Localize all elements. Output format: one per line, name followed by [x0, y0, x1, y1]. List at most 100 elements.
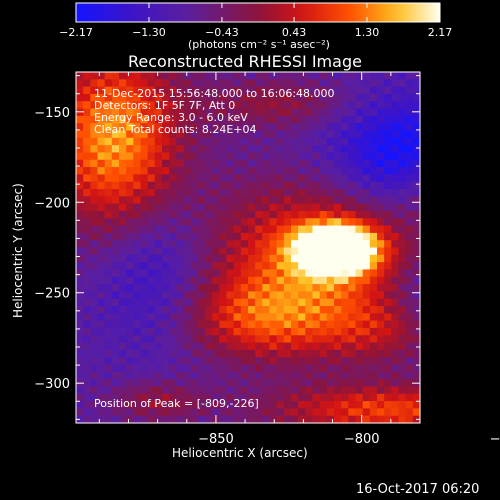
- image-pixel: [369, 225, 378, 234]
- image-pixel: [255, 327, 263, 336]
- image-pixel: [298, 240, 306, 249]
- image-pixel: [97, 379, 106, 388]
- annotation-detectors: Detectors: 1F 5F 7F, Att 0: [94, 99, 236, 112]
- image-pixel: [255, 415, 263, 424]
- image-pixel: [212, 152, 220, 161]
- image-pixel: [162, 247, 170, 256]
- image-pixel: [391, 86, 400, 95]
- image-pixel: [119, 306, 127, 314]
- image-pixel: [255, 210, 263, 219]
- image-pixel: [111, 123, 120, 132]
- image-pixel: [183, 189, 192, 197]
- image-pixel: [355, 313, 364, 322]
- image-pixel: [83, 108, 91, 117]
- image-pixel: [133, 137, 142, 146]
- image-pixel: [326, 232, 335, 241]
- image-pixel: [133, 262, 142, 271]
- image-pixel: [76, 386, 84, 395]
- image-pixel: [190, 152, 199, 161]
- image-pixel: [140, 240, 149, 249]
- image-pixel: [248, 101, 256, 110]
- image-pixel: [240, 349, 249, 358]
- image-pixel: [76, 167, 84, 175]
- image-pixel: [233, 247, 242, 256]
- image-pixel: [248, 247, 256, 256]
- image-pixel: [97, 320, 106, 329]
- image-pixel: [384, 115, 392, 124]
- image-pixel: [362, 174, 371, 183]
- image-pixel: [162, 357, 170, 366]
- image-pixel: [90, 167, 99, 175]
- image-pixel: [90, 218, 99, 227]
- image-pixel: [90, 115, 99, 124]
- image-pixel: [90, 254, 99, 263]
- image-pixel: [133, 203, 142, 212]
- image-pixel: [104, 298, 113, 307]
- image-pixel: [334, 181, 342, 190]
- image-pixel: [76, 218, 84, 227]
- image-pixel: [90, 93, 99, 102]
- image-pixel: [226, 349, 235, 358]
- image-pixel: [97, 196, 106, 205]
- image-pixel: [298, 210, 306, 219]
- image-pixel: [219, 306, 228, 314]
- image-pixel: [341, 306, 349, 314]
- image-pixel: [147, 313, 156, 322]
- image-pixel: [305, 93, 314, 102]
- image-pixel: [176, 86, 185, 95]
- footer-timestamp: 16-Oct-2017 06:20: [356, 482, 480, 497]
- image-pixel: [176, 137, 185, 146]
- image-pixel: [291, 269, 299, 278]
- image-pixel: [162, 313, 170, 322]
- image-pixel: [233, 408, 242, 417]
- image-pixel: [369, 218, 378, 227]
- image-pixel: [283, 327, 292, 336]
- image-pixel: [233, 93, 242, 102]
- image-pixel: [104, 115, 113, 124]
- image-pixel: [104, 386, 113, 395]
- image-pixel: [176, 145, 185, 154]
- image-pixel: [283, 349, 292, 358]
- image-pixel: [334, 189, 342, 197]
- image-pixel: [391, 203, 400, 212]
- image-pixel: [255, 108, 263, 117]
- image-pixel: [205, 298, 213, 307]
- image-pixel: [97, 342, 106, 351]
- image-pixel: [83, 364, 91, 373]
- image-pixel: [298, 86, 306, 95]
- image-pixel: [319, 196, 328, 205]
- image-pixel: [341, 79, 349, 88]
- image-pixel: [169, 386, 177, 395]
- image-pixel: [162, 269, 170, 278]
- image-pixel: [176, 269, 185, 278]
- image-pixel: [384, 262, 392, 271]
- image-pixel: [119, 152, 127, 161]
- image-pixel: [169, 298, 177, 307]
- image-pixel: [147, 254, 156, 263]
- image-pixel: [398, 357, 407, 366]
- image-pixel: [391, 101, 400, 110]
- image-pixel: [162, 159, 170, 168]
- image-pixel: [90, 152, 99, 161]
- image-pixel: [326, 145, 335, 154]
- image-pixel: [334, 247, 342, 256]
- image-pixel: [226, 218, 235, 227]
- image-pixel: [97, 181, 106, 190]
- image-pixel: [226, 152, 235, 161]
- image-pixel: [119, 101, 127, 110]
- image-pixel: [119, 401, 127, 409]
- image-pixel: [240, 364, 249, 373]
- image-pixel: [233, 174, 242, 183]
- image-pixel: [169, 115, 177, 124]
- image-pixel: [197, 262, 206, 271]
- image-pixel: [147, 79, 156, 88]
- image-pixel: [226, 137, 235, 146]
- image-pixel: [334, 291, 342, 300]
- image-pixel: [283, 218, 292, 227]
- image-pixel: [104, 225, 113, 234]
- image-pixel: [319, 247, 328, 256]
- image-pixel: [384, 130, 392, 139]
- image-pixel: [133, 101, 142, 110]
- x-tick-label: −850: [198, 432, 234, 447]
- image-pixel: [334, 145, 342, 154]
